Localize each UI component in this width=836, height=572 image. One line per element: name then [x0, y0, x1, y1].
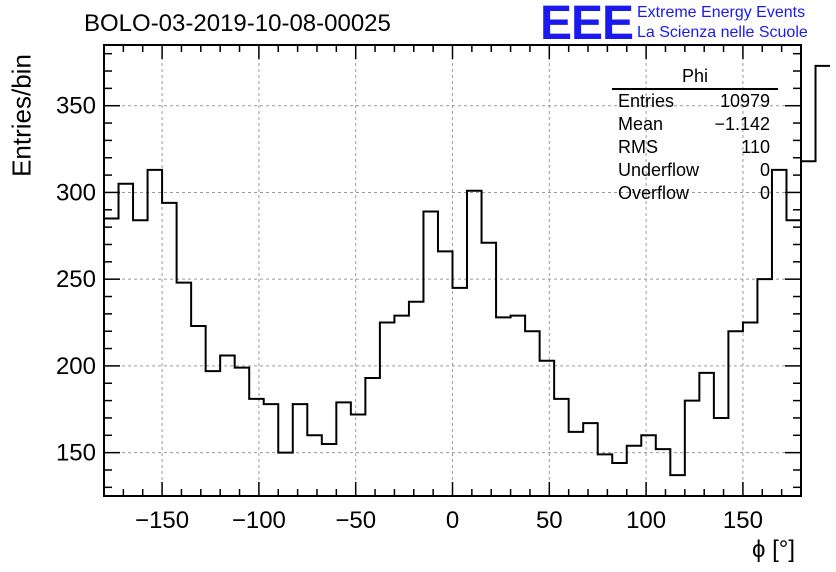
y-tick-label: 250: [56, 266, 96, 293]
stats-row-overflow: Overflow 0: [612, 182, 778, 205]
stats-value: 10979: [719, 91, 770, 111]
stats-value: 0: [759, 183, 770, 203]
histogram-line: [104, 64, 831, 477]
stats-value: −1.142: [714, 114, 770, 134]
y-tick-label: 350: [56, 93, 96, 120]
stats-key: Underflow: [618, 160, 700, 180]
stats-row-underflow: Underflow 0: [612, 159, 778, 182]
x-tick-label: −50: [335, 507, 376, 534]
y-axis-label: Entries/bin: [6, 54, 37, 177]
x-tick-label: −100: [232, 507, 286, 534]
logo-caption-line2: La Scienza nelle Scuole: [637, 24, 808, 41]
eee-logo: EEE: [540, 0, 634, 50]
x-tick-label: −150: [135, 507, 189, 534]
y-tick-label: 200: [56, 353, 96, 380]
stats-box: Phi Entries 10979 Mean −1.142 RMS 110 Un…: [612, 66, 778, 205]
stats-title: Phi: [612, 66, 778, 90]
logo-caption-line1: Extreme Energy Events: [637, 4, 806, 21]
stats-value: 0: [759, 160, 770, 180]
x-axis-label: ϕ [°]: [752, 536, 796, 563]
histogram-series: [104, 64, 831, 477]
chart-title: BOLO-03-2019-10-08-00025: [84, 10, 391, 37]
stats-key: Overflow: [618, 183, 690, 203]
stats-row-entries: Entries 10979: [612, 90, 778, 113]
y-tick-label: 150: [56, 440, 96, 467]
stats-key: RMS: [618, 137, 658, 157]
stats-row-rms: RMS 110: [612, 136, 778, 159]
x-tick-label: 150: [723, 507, 763, 534]
x-tick-label: 0: [446, 507, 459, 534]
y-tick-label: 300: [56, 179, 96, 206]
axis-ticks: [103, 45, 802, 496]
tick-labels: −150 −100 −50 0 50 100 150 150 200 250 300 350: [56, 93, 763, 534]
stats-key: Entries: [618, 91, 675, 111]
x-tick-label: 50: [536, 507, 563, 534]
stats-value: 110: [741, 137, 770, 157]
stats-key: Mean: [618, 114, 664, 134]
x-tick-label: 100: [626, 507, 666, 534]
stats-row-mean: Mean −1.142: [612, 113, 778, 136]
